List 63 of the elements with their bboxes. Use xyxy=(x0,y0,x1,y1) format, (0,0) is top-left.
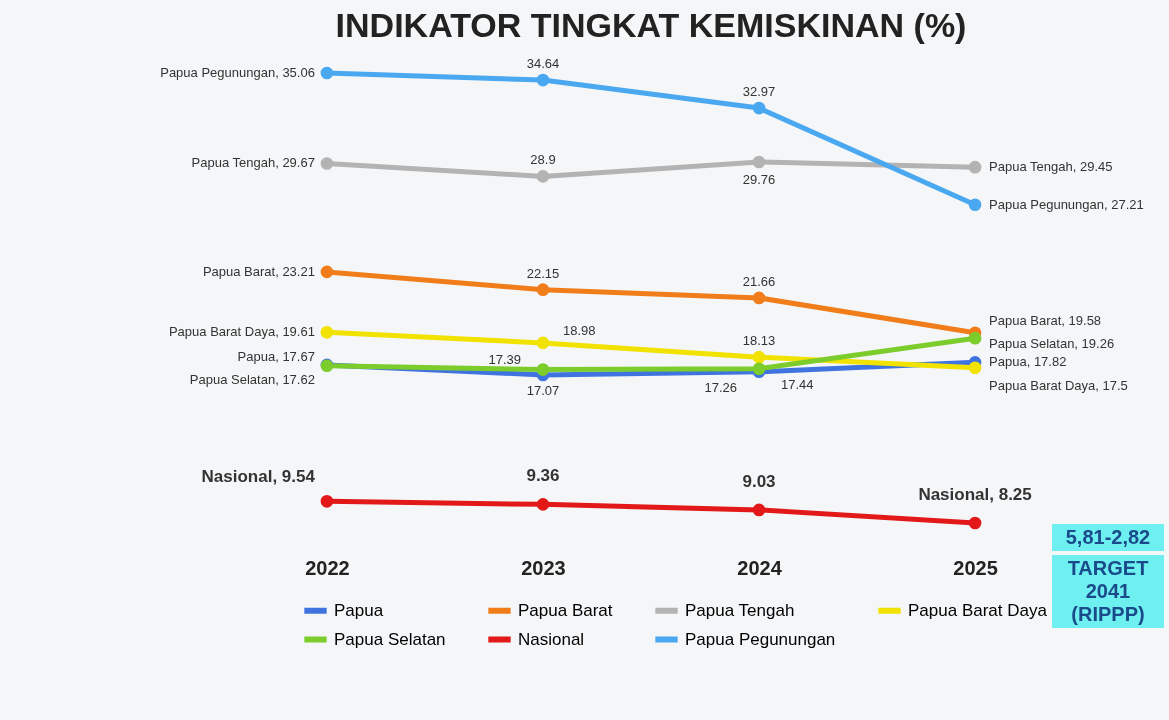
point xyxy=(320,326,334,339)
x-tick-label: 2022 xyxy=(305,556,350,579)
data-label: 32.97 xyxy=(742,84,776,100)
data-label: 9.36 xyxy=(526,466,560,486)
data-label: Papua Selatan, 19.26 xyxy=(989,336,1115,352)
legend-label: Papua xyxy=(334,600,384,620)
point xyxy=(752,155,766,169)
point xyxy=(968,331,982,345)
data-label: 17.07 xyxy=(526,382,560,398)
data-label: Papua, 17.67 xyxy=(237,348,315,364)
text: TARGET 2041 (RIPPP) xyxy=(1052,555,1164,628)
legend-label: Papua Selatan xyxy=(334,629,446,649)
data-label: Papua Barat Daya, 19.61 xyxy=(168,324,315,340)
data-label: 18.98 xyxy=(562,322,596,338)
point xyxy=(320,265,334,279)
data-label: Papua Barat Daya, 17.5 xyxy=(989,377,1128,393)
data-label: 21.66 xyxy=(742,273,776,289)
point xyxy=(968,160,982,174)
point xyxy=(752,101,766,115)
point xyxy=(320,157,334,170)
data-label: Papua Barat, 23.21 xyxy=(202,263,315,279)
point xyxy=(752,350,766,364)
legend-label: Papua Pegunungan xyxy=(685,629,836,649)
point xyxy=(536,283,550,296)
legend-label: Nasional xyxy=(518,629,585,649)
data-label: 17.39 xyxy=(488,351,521,367)
point xyxy=(536,73,550,87)
data-label: Papua Pegunungan, 35.06 xyxy=(160,65,315,80)
point xyxy=(752,503,766,517)
data-label: 28.9 xyxy=(530,152,556,168)
data-label: 29.76 xyxy=(742,171,776,187)
point xyxy=(536,498,550,511)
data-label: 17.44 xyxy=(781,376,814,392)
x-tick-label: 2025 xyxy=(953,556,998,579)
point xyxy=(968,198,982,212)
point xyxy=(536,363,550,376)
x-tick-label: 2024 xyxy=(737,556,783,579)
data-label: Papua Tengah, 29.45 xyxy=(989,159,1113,175)
data-label: 34.64 xyxy=(526,56,560,72)
data-label: Papua Selatan, 17.62 xyxy=(189,371,315,387)
x-tick-label: 2023 xyxy=(521,556,566,579)
point xyxy=(536,170,550,183)
legend-label: Papua Barat xyxy=(518,600,613,620)
data-label: 18.13 xyxy=(742,333,776,349)
point xyxy=(320,66,334,80)
data-label: Papua, 17.82 xyxy=(989,354,1067,370)
data-label: 17.26 xyxy=(704,379,738,395)
legend-label: Papua Barat Daya xyxy=(908,600,1048,620)
chart-title: INDIKATOR TINGKAT KEMISKINAN (%) xyxy=(335,6,967,44)
point xyxy=(320,495,334,508)
data-label: Papua Tengah, 29.67 xyxy=(191,155,315,171)
data-label: Papua Pegunungan, 27.21 xyxy=(989,196,1144,212)
point xyxy=(752,291,766,305)
data-label: 22.15 xyxy=(526,265,560,281)
legend-label: Papua Tengah xyxy=(685,600,795,620)
data-label: 9.03 xyxy=(742,471,776,491)
data-label: Nasional, 9.54 xyxy=(201,467,316,487)
text: 5,81-2,82 xyxy=(1052,524,1164,551)
point xyxy=(968,361,982,375)
data-label: Papua Barat, 19.58 xyxy=(989,312,1102,328)
point xyxy=(536,336,550,350)
point xyxy=(968,516,982,530)
data-label: Nasional, 8.25 xyxy=(918,485,1032,504)
